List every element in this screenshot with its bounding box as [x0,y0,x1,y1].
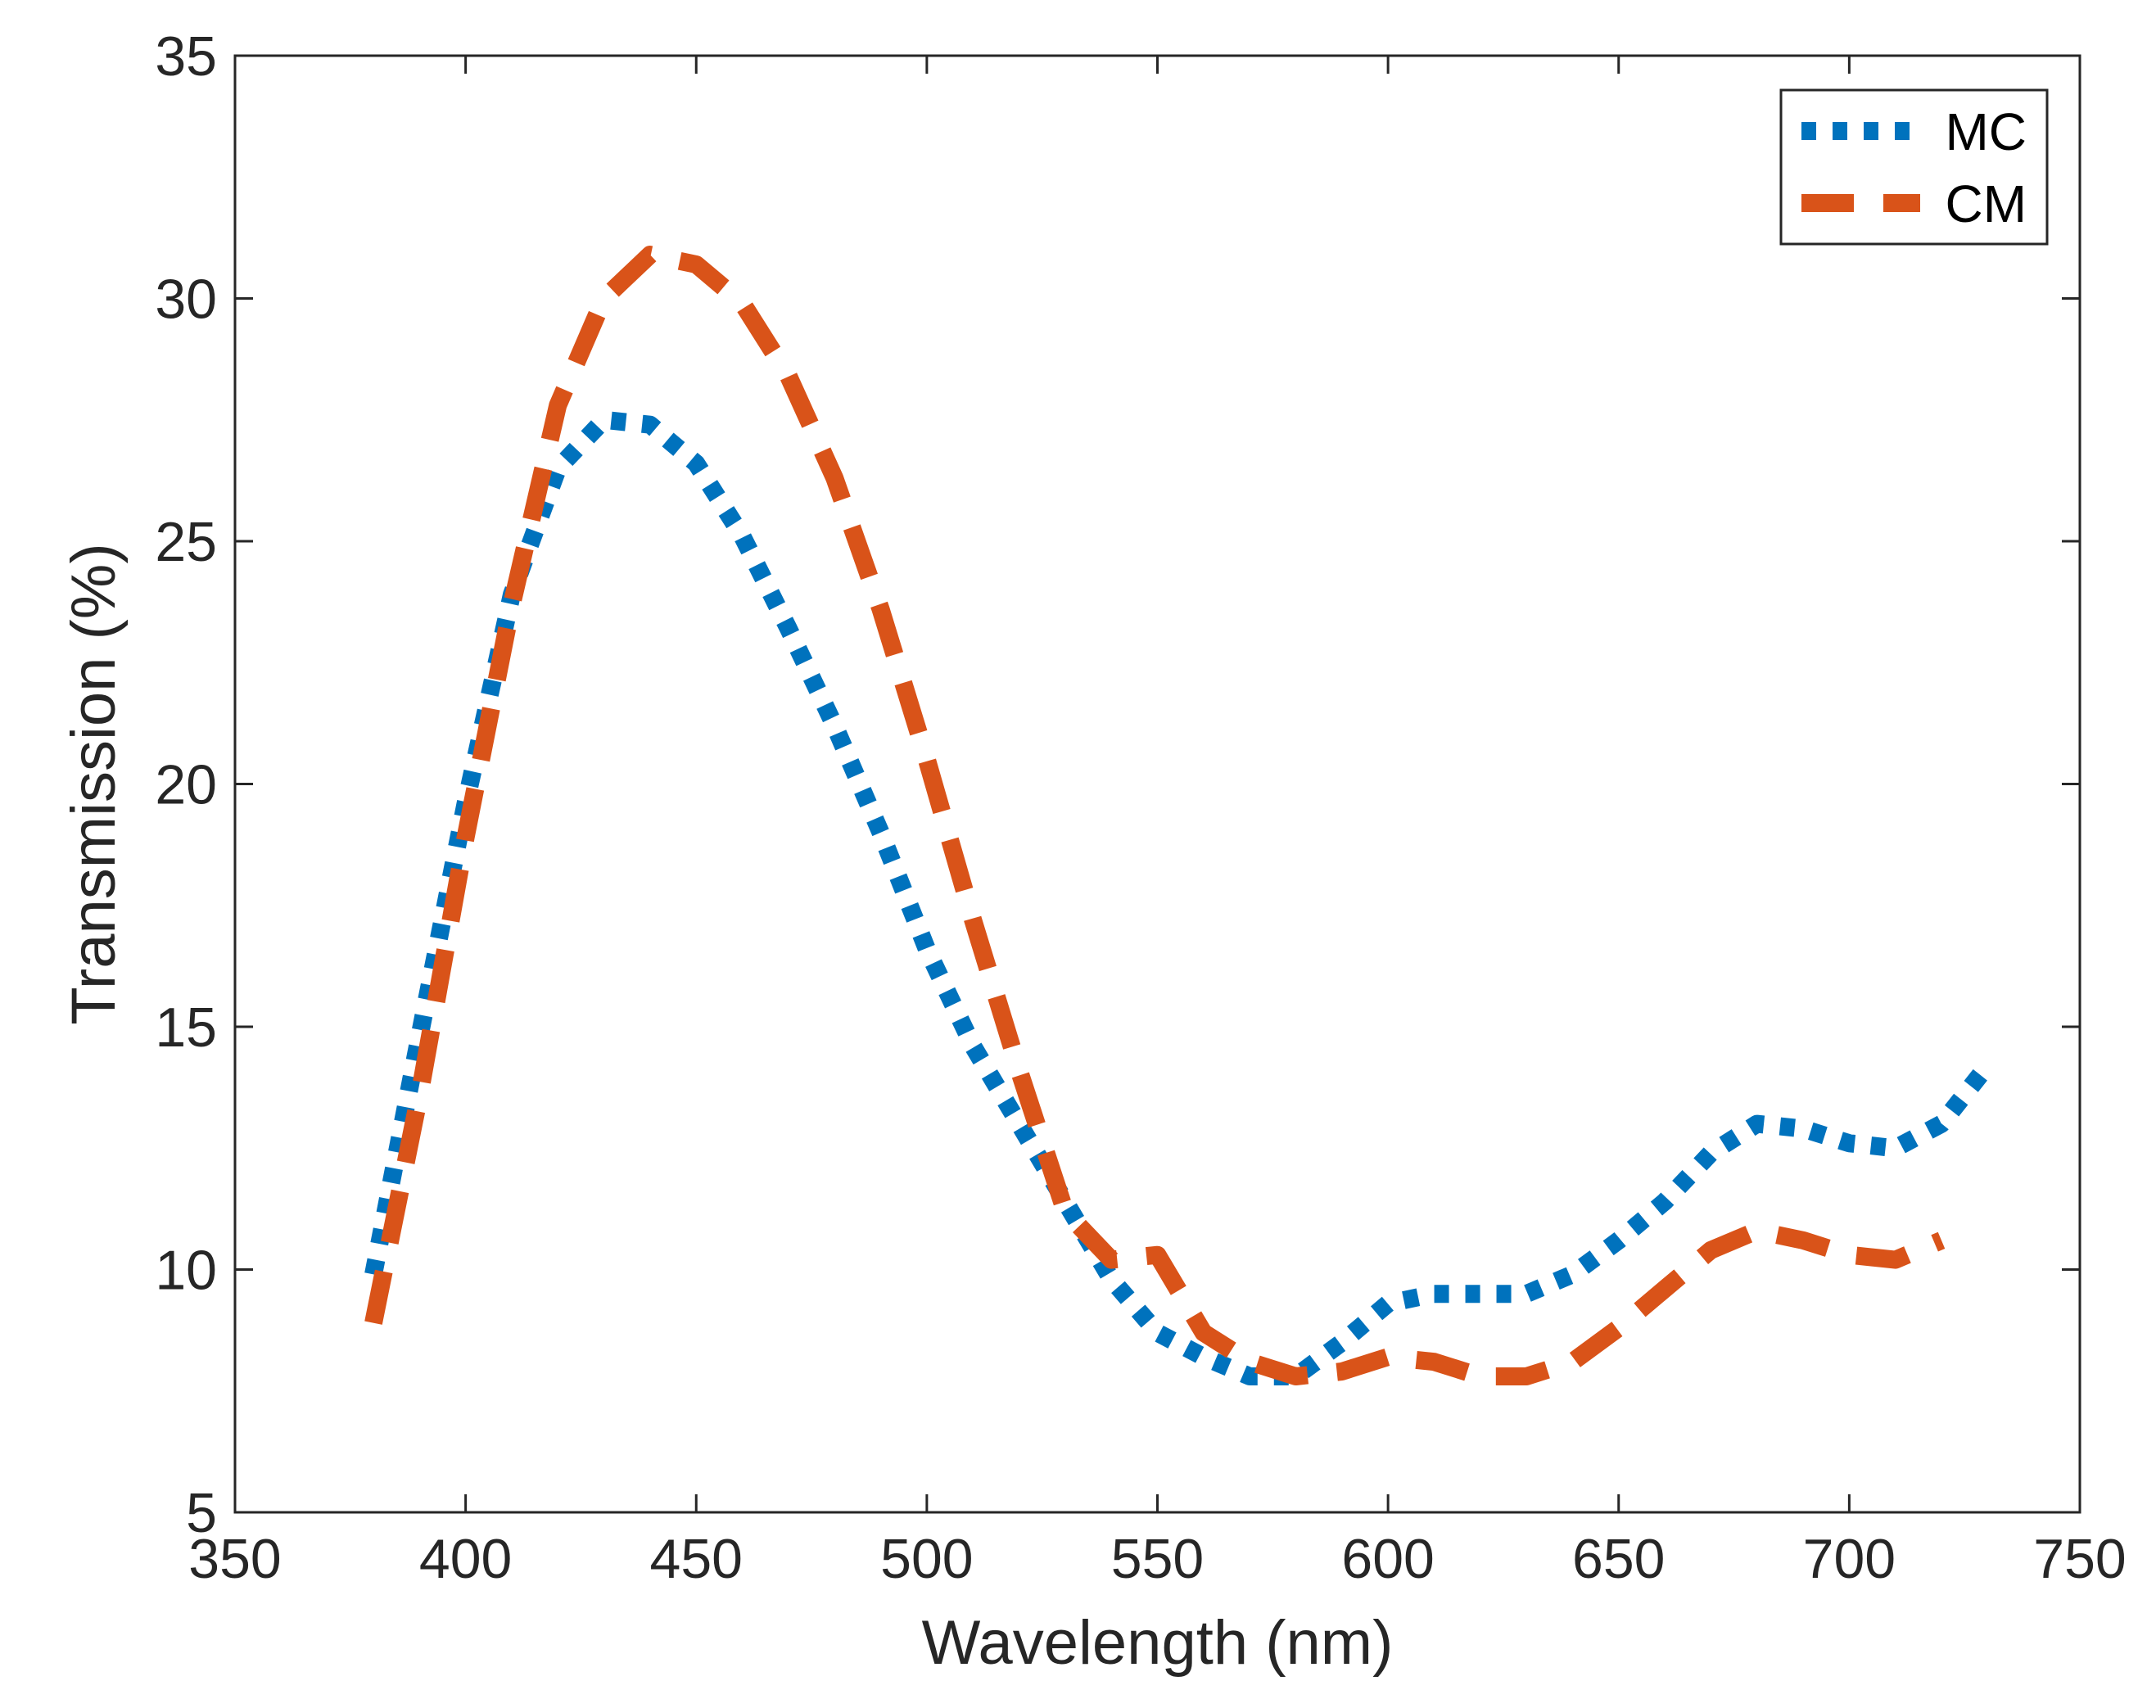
legend: MC CM [1779,88,2049,246]
data-point-cm [1019,1069,1020,1071]
data-point-mc [1387,1303,1389,1304]
data-point-cm [880,608,882,610]
legend-label-cm: CM [1945,174,2027,233]
data-point-mc [880,832,882,834]
data-point-cm [1110,1259,1112,1261]
data-point-cm [1756,1230,1758,1231]
data-point-mc [1157,1332,1159,1334]
data-point-mc [788,628,789,630]
data-point-cm [1434,1361,1435,1362]
data-point-mc [1110,1278,1112,1280]
data-point-cm [834,477,835,479]
y-tick-label: 30 [155,269,217,331]
data-point-mc [1802,1128,1804,1130]
x-tick-label: 750 [2033,1528,2126,1590]
data-point-cm [695,264,697,265]
data-point-cm [373,1322,374,1324]
data-point-mc [1710,1152,1711,1154]
data-point-mc [1341,1342,1343,1344]
series-line-cm [364,246,1946,1385]
y-tick-label: 15 [155,996,217,1059]
data-point-cm [788,375,789,377]
data-point-cm [1341,1371,1343,1372]
x-tick-label: 550 [1111,1528,1204,1590]
data-point-mc [1019,1123,1020,1125]
data-point-cm [1848,1254,1850,1256]
data-point-mc [1664,1201,1666,1203]
data-point-cm [1157,1254,1159,1256]
series-layer [364,246,1995,1385]
data-point-cm [1249,1361,1250,1362]
y-tick-label: 35 [155,25,217,88]
data-point-cm [1941,1240,1942,1241]
data-point-cm [1480,1376,1481,1377]
data-point-cm [1387,1356,1389,1358]
x-tick-label: 500 [880,1528,973,1590]
data-point-cm [1064,1210,1066,1212]
data-point-cm [1525,1376,1527,1377]
x-tick-label: 600 [1341,1528,1434,1590]
data-point-cm [603,298,605,300]
x-tick-label: 700 [1803,1528,1896,1590]
data-point-mc [1756,1123,1758,1125]
data-point-cm [1802,1240,1804,1241]
data-point-mc [926,948,928,950]
y-tick-label: 5 [186,1482,217,1544]
data-point-mc [603,419,605,421]
data-point-cm [1295,1376,1297,1377]
data-point-mc [742,535,744,537]
y-axis-label: Transmission (%) [59,543,129,1024]
data-point-cm [418,1094,420,1096]
data-point-cm [649,254,651,255]
data-point-mc [1249,1376,1250,1377]
x-tick-label: 650 [1572,1528,1665,1590]
data-point-cm [742,302,744,304]
x-tick-label: 350 [188,1528,281,1590]
x-tick-label: 400 [419,1528,512,1590]
x-axis-label: Wavelength (nm) [922,1608,1394,1678]
data-point-mc [1434,1293,1435,1295]
data-point-cm [1895,1259,1896,1261]
data-point-cm [511,603,513,605]
data-point-mc [1987,1064,1988,1066]
data-point-mc [418,1036,420,1037]
data-point-mc [834,725,835,726]
data-point-cm [1664,1288,1666,1290]
data-point-mc [1848,1142,1850,1144]
data-point-mc [1618,1240,1620,1241]
y-tick-label: 25 [155,511,217,573]
data-point-cm [972,920,974,921]
data-point-mc [557,468,558,469]
data-point-mc [1895,1147,1896,1149]
x-tick-label: 450 [650,1528,743,1590]
data-point-cm [1203,1332,1205,1334]
data-point-cm [557,404,558,406]
data-point-mc [695,463,697,464]
data-point-cm [1571,1361,1573,1362]
data-point-cm [926,759,928,761]
axis-ticks: 350 400 450 500 550 600 650 700 750 5 10 15 20 25 30 35 [155,25,2126,1590]
y-tick-label: 20 [155,754,217,816]
data-point-mc [1941,1123,1942,1125]
data-point-cm [1618,1327,1620,1329]
data-point-mc [1203,1356,1205,1358]
data-point-mc [649,424,651,426]
data-point-cm [1710,1249,1711,1251]
legend-label-mc: MC [1945,102,2027,161]
legend-box [1779,88,2049,246]
y-tick-label: 10 [155,1240,217,1302]
data-point-mc [972,1046,974,1047]
data-point-mc [1571,1273,1573,1275]
series-line-mc [364,410,1995,1385]
data-point-cm [465,837,467,838]
data-point-mc [1525,1293,1527,1295]
data-point-mc [1480,1293,1481,1295]
